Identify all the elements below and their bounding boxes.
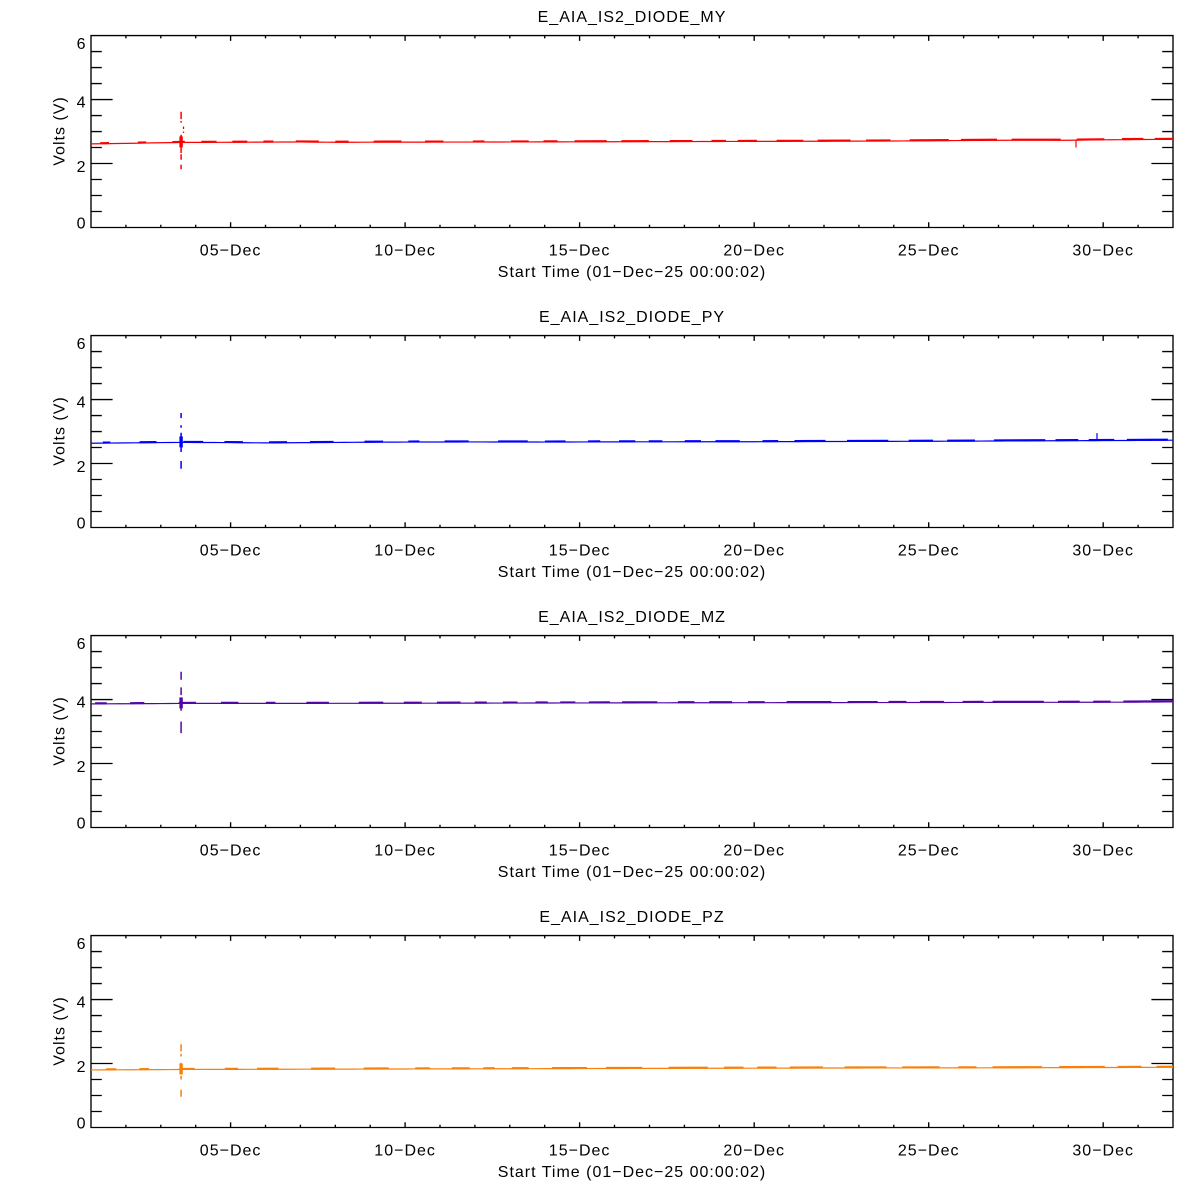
svg-text:25−Dec: 25−Dec bbox=[898, 1143, 960, 1160]
svg-text:0: 0 bbox=[77, 216, 87, 233]
svg-text:6: 6 bbox=[77, 336, 87, 353]
svg-text:Volts (V): Volts (V) bbox=[52, 696, 69, 765]
svg-text:E_AIA_IS2_DIODE_MY: E_AIA_IS2_DIODE_MY bbox=[538, 9, 727, 26]
svg-text:4: 4 bbox=[77, 995, 87, 1012]
svg-text:10−Dec: 10−Dec bbox=[374, 243, 436, 260]
svg-text:Start Time (01−Dec−25 00:00:02: Start Time (01−Dec−25 00:00:02) bbox=[498, 264, 766, 281]
svg-text:4: 4 bbox=[77, 95, 87, 112]
svg-text:05−Dec: 05−Dec bbox=[200, 1143, 262, 1160]
svg-text:2: 2 bbox=[77, 159, 87, 176]
svg-text:05−Dec: 05−Dec bbox=[200, 543, 262, 560]
svg-text:0: 0 bbox=[77, 516, 87, 533]
svg-text:6: 6 bbox=[77, 36, 87, 53]
svg-text:15−Dec: 15−Dec bbox=[549, 843, 611, 860]
svg-text:10−Dec: 10−Dec bbox=[374, 843, 436, 860]
svg-text:30−Dec: 30−Dec bbox=[1072, 243, 1134, 260]
svg-text:Volts (V): Volts (V) bbox=[52, 996, 69, 1065]
svg-text:05−Dec: 05−Dec bbox=[200, 843, 262, 860]
svg-text:E_AIA_IS2_DIODE_PY: E_AIA_IS2_DIODE_PY bbox=[539, 309, 725, 326]
svg-text:20−Dec: 20−Dec bbox=[723, 1143, 785, 1160]
svg-text:25−Dec: 25−Dec bbox=[898, 243, 960, 260]
svg-text:4: 4 bbox=[77, 695, 87, 712]
svg-text:4: 4 bbox=[77, 395, 87, 412]
svg-text:05−Dec: 05−Dec bbox=[200, 243, 262, 260]
svg-text:0: 0 bbox=[77, 1116, 87, 1133]
svg-text:20−Dec: 20−Dec bbox=[723, 543, 785, 560]
svg-text:2: 2 bbox=[77, 459, 87, 476]
svg-text:6: 6 bbox=[77, 636, 87, 653]
svg-text:2: 2 bbox=[77, 759, 87, 776]
svg-text:E_AIA_IS2_DIODE_MZ: E_AIA_IS2_DIODE_MZ bbox=[538, 609, 726, 626]
svg-text:25−Dec: 25−Dec bbox=[898, 543, 960, 560]
svg-text:Start Time (01−Dec−25 00:00:02: Start Time (01−Dec−25 00:00:02) bbox=[498, 864, 766, 881]
svg-text:30−Dec: 30−Dec bbox=[1072, 843, 1134, 860]
svg-text:30−Dec: 30−Dec bbox=[1072, 543, 1134, 560]
svg-text:Volts (V): Volts (V) bbox=[52, 96, 69, 165]
svg-text:20−Dec: 20−Dec bbox=[723, 243, 785, 260]
svg-text:Volts (V): Volts (V) bbox=[52, 396, 69, 465]
svg-text:E_AIA_IS2_DIODE_PZ: E_AIA_IS2_DIODE_PZ bbox=[539, 909, 724, 926]
svg-text:6: 6 bbox=[77, 936, 87, 953]
svg-text:10−Dec: 10−Dec bbox=[374, 1143, 436, 1160]
svg-text:Start Time (01−Dec−25 00:00:02: Start Time (01−Dec−25 00:00:02) bbox=[498, 1164, 766, 1181]
svg-text:Start Time (01−Dec−25 00:00:02: Start Time (01−Dec−25 00:00:02) bbox=[498, 564, 766, 581]
svg-text:20−Dec: 20−Dec bbox=[723, 843, 785, 860]
svg-text:15−Dec: 15−Dec bbox=[549, 243, 611, 260]
svg-text:25−Dec: 25−Dec bbox=[898, 843, 960, 860]
svg-text:15−Dec: 15−Dec bbox=[549, 1143, 611, 1160]
svg-text:2: 2 bbox=[77, 1059, 87, 1076]
svg-text:30−Dec: 30−Dec bbox=[1072, 1143, 1134, 1160]
svg-text:15−Dec: 15−Dec bbox=[549, 543, 611, 560]
svg-text:10−Dec: 10−Dec bbox=[374, 543, 436, 560]
svg-text:0: 0 bbox=[77, 816, 87, 833]
